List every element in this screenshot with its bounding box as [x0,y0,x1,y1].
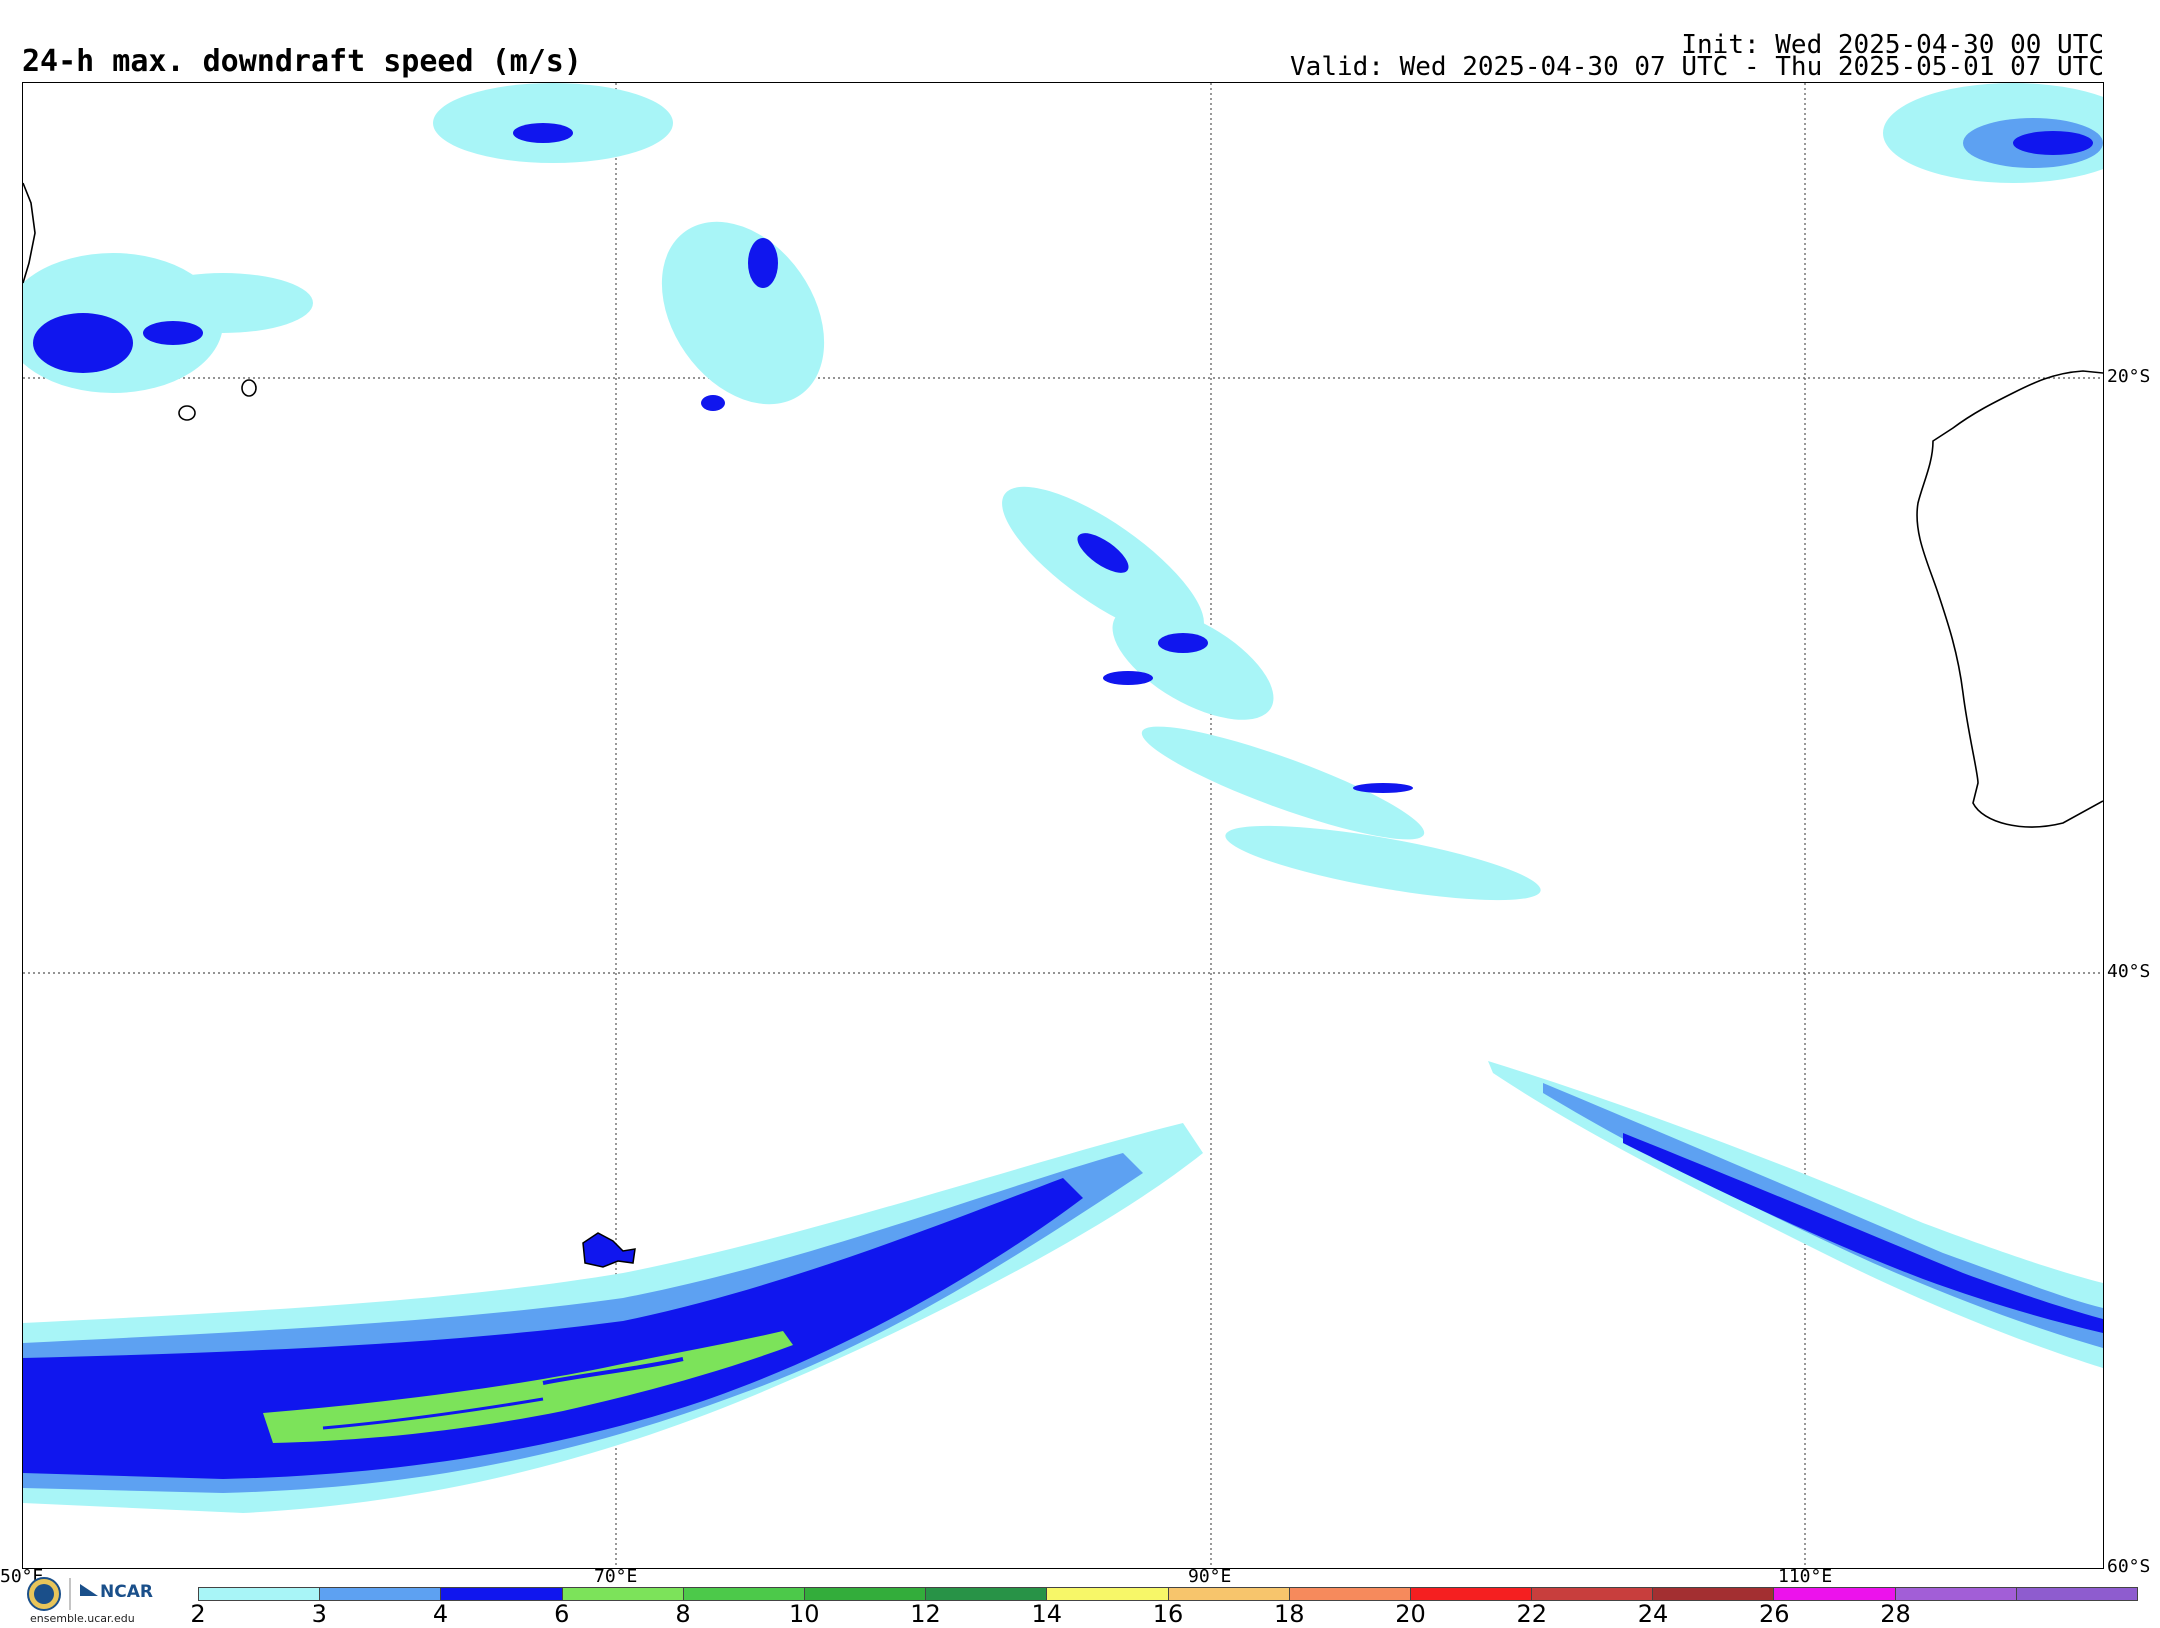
map-title: 24-h max. downdraft speed (m/s) [22,44,582,79]
colorbar-tick-label: 4 [432,1600,449,1628]
valid-time-range: Valid: Wed 2025-04-30 07 UTC - Thu 2025-… [1290,52,2104,82]
graticule [23,83,2103,1568]
colorbar-tick-label: 24 [1637,1600,1669,1628]
coastline-australia [1916,370,2103,828]
downdraft-band-southeast [1488,1061,2103,1368]
colorbar-swatch [804,1588,927,1600]
colorbar-tick-label: 6 [554,1600,570,1628]
downdraft-scatter-central-core [1077,533,1413,793]
colorbar-swatch [1168,1588,1290,1600]
lat-label-60s: 60°S [2107,1556,2151,1577]
colorbar-swatch [926,1588,1048,1600]
colorbar-tick-label: 14 [1031,1600,1063,1628]
colorbar-swatch [199,1588,321,1600]
init-time: Init: Wed 2025-04-30 00 UTC [1681,30,2104,60]
colorbar-tick-label: 8 [675,1600,691,1628]
site-url: ensemble.ucar.edu [30,1612,135,1625]
colorbar-swatch [1895,1588,2017,1600]
colorbar-tick-label: 10 [788,1600,820,1628]
coastline-madagascar [23,182,36,284]
colorbar-tick-label: 20 [1395,1600,1426,1628]
colorbar [198,1587,2138,1601]
colorbar-tick-label: 18 [1273,1600,1305,1628]
colorbar-swatch [683,1588,805,1600]
colorbar-tick-label: 12 [910,1600,941,1628]
downdraft-scatter-northeast [1883,83,2103,183]
colorbar-swatch [1532,1588,1654,1600]
map-panel[interactable] [22,82,2104,1569]
colorbar-tick-label: 16 [1152,1600,1184,1628]
lat-label-20s: 20°S [2107,366,2151,387]
map-canvas[interactable] [23,83,2103,1568]
lon-label-70e: 70°E [594,1566,638,1587]
ncar-label: NCAR [100,1582,153,1602]
lon-label-110e: 110°E [1778,1566,1833,1587]
island-reunion [178,379,257,421]
colorbar-swatch [1653,1588,1775,1600]
colorbar-tick-label: 3 [311,1600,327,1628]
colorbar-swatch [1047,1588,1169,1600]
colorbar-tick-label: 26 [1758,1600,1790,1628]
downdraft-scatter-northwest-core [33,123,778,411]
ncar-logo-icon [80,1584,98,1596]
lon-label-90e: 90°E [1188,1566,1232,1587]
colorbar-swatch [441,1588,563,1600]
lat-label-40s: 40°S [2107,961,2151,982]
colorbar-swatch [2016,1588,2137,1600]
colorbar-swatch [1774,1588,1896,1600]
colorbar-swatch [1410,1588,1533,1600]
colorbar-tick-label: 22 [1516,1600,1548,1628]
colorbar-swatch [562,1588,684,1600]
nsf-logo-icon [27,1577,98,1611]
downdraft-scatter-central [1002,486,1541,901]
colorbar-swatch [320,1588,442,1600]
colorbar-swatch [1289,1588,1411,1600]
downdraft-scatter-northwest [23,83,825,405]
downdraft-band-southwest [23,1123,1203,1513]
colorbar-tick-label: 2 [190,1600,206,1628]
colorbar-tick-label: 28 [1880,1600,1911,1628]
island-kerguelen [582,1232,636,1268]
